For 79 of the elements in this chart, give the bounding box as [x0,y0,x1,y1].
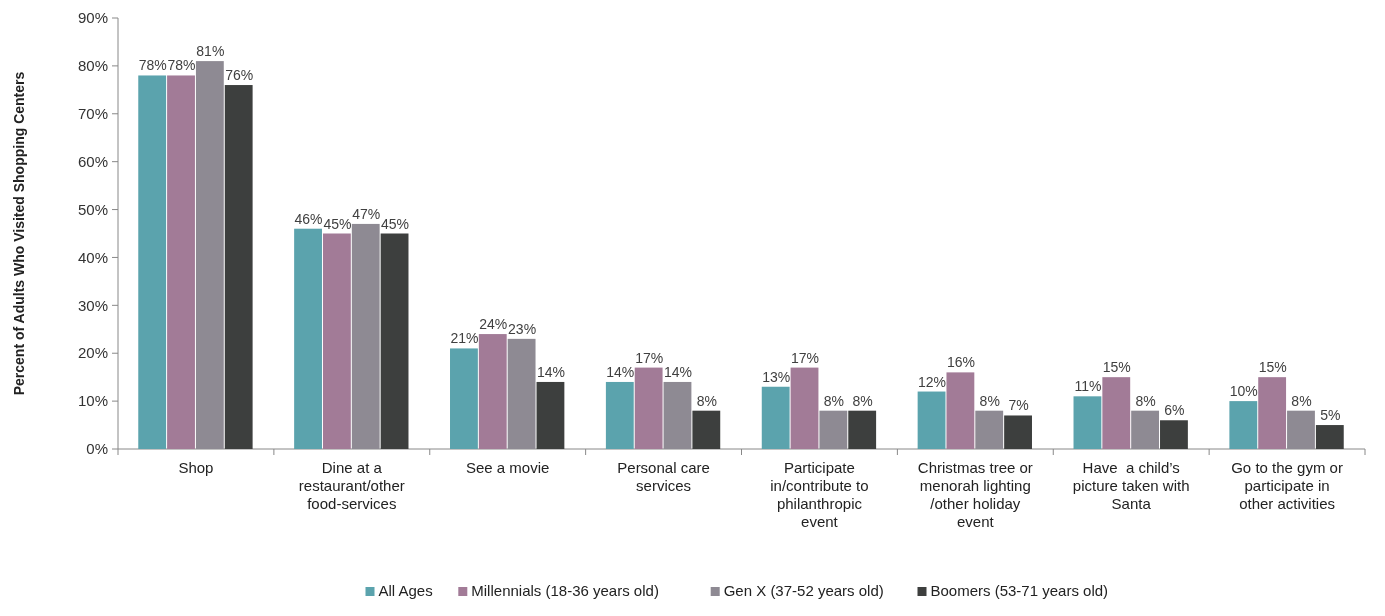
bar [946,372,975,449]
y-tick-label: 90% [77,9,108,27]
data-label: 81% [196,43,225,60]
data-label: 14% [663,363,692,380]
data-label: 13% [762,368,791,385]
bar [1102,377,1131,449]
x-tick-label: Have a child’s picture taken with Santa [1072,459,1190,512]
bar [692,410,721,449]
data-label: 8% [823,392,844,409]
data-label: 23% [508,320,537,337]
data-label: 10% [1229,383,1258,400]
bar [1315,425,1344,449]
bar [761,386,790,449]
bar [605,381,634,449]
y-tick-label: 80% [77,57,108,75]
y-tick-label: 70% [77,105,108,123]
data-label: 7% [1008,397,1029,414]
x-tick-label: Christmas tree or menorah lighting /other holiday event [917,459,1033,530]
data-label: 8% [852,392,873,409]
data-label: 45% [323,215,352,232]
bar [1258,377,1287,449]
bar [1229,401,1258,449]
data-label: 47% [352,205,381,222]
data-label: 24% [479,316,508,333]
bar [536,381,565,449]
data-label: 16% [946,354,975,371]
data-label: 14% [536,363,565,380]
y-tick-label: 0% [86,440,108,458]
data-label: 12% [918,373,947,390]
bar [634,367,663,449]
data-label: 14% [606,363,635,380]
y-tick-label: 60% [77,152,108,170]
x-tick-label: See a movie [465,459,550,476]
legend-label: Millennials (18-36 years old) [471,582,659,599]
data-label: 76% [225,67,254,84]
data-label: 6% [1164,402,1185,419]
data-label: 5% [1320,407,1341,424]
bar [167,75,195,449]
data-label: 17% [791,349,820,366]
bar [1073,396,1102,449]
x-tick-label: Shop [178,459,214,476]
x-tick-label: Personal care services [617,459,710,494]
legend-label: All Ages [378,582,433,599]
bar [380,233,409,449]
data-label: 15% [1102,359,1131,376]
data-label: 8% [1291,392,1312,409]
data-label: 21% [450,330,479,347]
bar [790,367,819,449]
bar [478,334,507,449]
data-label: 45% [381,215,410,232]
x-tick-label: Go to the gym or participate in other activities [1231,459,1343,512]
bar [294,228,322,449]
x-tick-label: Participate in/contribute to philanthropic event [770,459,869,530]
y-tick-label: 40% [77,248,108,266]
y-tick-label: 50% [77,200,108,218]
data-label: 8% [696,392,717,409]
y-tick-label: 30% [77,296,108,314]
legend-label: Gen X (37-52 years old) [723,582,884,599]
bar [450,348,478,449]
data-label: 78% [167,57,196,74]
data-label: 11% [1074,378,1102,395]
data-label: 46% [294,210,323,227]
bar [1160,420,1188,449]
data-label: 15% [1258,359,1287,376]
y-tick-label: 10% [77,392,108,410]
x-tick-label: Dine at a restaurant/other food-services [298,459,405,512]
data-label: 78% [138,57,167,74]
data-label: 8% [979,392,1000,409]
y-tick-label: 20% [77,344,108,362]
data-label: 8% [1135,392,1156,409]
legend-label: Boomers (53-71 years old) [930,582,1109,599]
data-label: 17% [635,349,664,366]
bar [1004,415,1032,449]
bar [224,85,253,449]
bar [848,410,877,449]
bar [322,233,351,449]
y-axis-title: Percent of Adults Who Visited Shopping Centers [11,71,27,396]
bar [917,391,946,449]
bar [138,75,167,449]
